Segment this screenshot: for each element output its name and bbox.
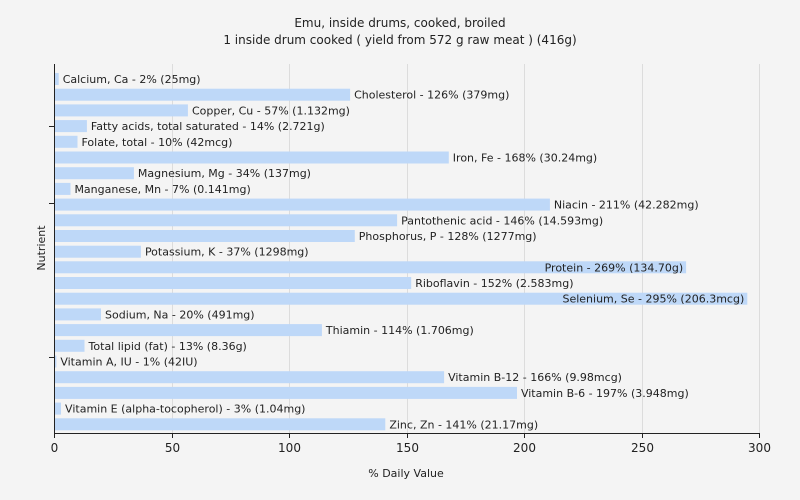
bar-4 bbox=[55, 135, 78, 148]
bar-label-22: Zinc, Zn - 141% (21.17mg) bbox=[389, 418, 538, 431]
bar-label-13: Riboflavin - 152% (2.583mg) bbox=[415, 277, 573, 290]
bar-17 bbox=[55, 339, 85, 352]
bar-19 bbox=[55, 371, 445, 384]
bar-label-4: Folate, total - 10% (42mcg) bbox=[82, 136, 233, 149]
bar-15 bbox=[55, 308, 101, 321]
bar-10 bbox=[55, 230, 355, 242]
bar-5 bbox=[55, 151, 449, 164]
bar-label-8: Niacin - 211% (42.282mg) bbox=[554, 199, 699, 212]
bar-3 bbox=[55, 120, 87, 133]
x-tick-label-1: 50 bbox=[165, 441, 180, 455]
x-tick-label-5: 250 bbox=[631, 441, 654, 455]
bar-label-3: Fatty acids, total saturated - 14% (2.72… bbox=[91, 120, 325, 133]
bar-9 bbox=[55, 214, 398, 227]
bar-20 bbox=[55, 386, 517, 399]
x-tick-label-4: 200 bbox=[513, 441, 536, 455]
bar-label-9: Pantothenic acid - 146% (14.593mg) bbox=[401, 214, 603, 227]
bar-8 bbox=[55, 198, 550, 211]
x-axis-title: % Daily Value bbox=[368, 467, 444, 480]
bar-label-20: Vitamin B-6 - 197% (3.948mg) bbox=[521, 387, 689, 400]
bar-6 bbox=[55, 167, 134, 180]
bar-12 bbox=[55, 261, 687, 274]
bar-label-6: Magnesium, Mg - 34% (137mg) bbox=[138, 167, 311, 180]
bar-14 bbox=[55, 292, 748, 305]
bar-label-2: Copper, Cu - 57% (1.132mg) bbox=[192, 104, 350, 117]
bar-16 bbox=[55, 324, 322, 337]
x-tick-label-2: 100 bbox=[278, 441, 301, 455]
bar-7 bbox=[55, 182, 71, 195]
bar-0 bbox=[55, 73, 59, 85]
bar-label-14: Selenium, Se - 295% (206.3mcg) bbox=[562, 293, 744, 306]
bar-label-21: Vitamin E (alpha-tocopherol) - 3% (1.04m… bbox=[65, 403, 305, 416]
bar-label-11: Potassium, K - 37% (1298mg) bbox=[145, 246, 309, 259]
bar-11 bbox=[55, 245, 141, 258]
bars: Calcium, Ca - 2% (25mg) Cholesterol - 126… bbox=[55, 73, 748, 431]
bar-label-18: Vitamin A, IU - 1% (42IU) bbox=[60, 356, 197, 369]
x-tick-label-3: 150 bbox=[396, 441, 419, 455]
axes: 0 50 100 150 200 250 300 bbox=[49, 64, 771, 455]
bar-label-12: Protein - 269% (134.70g) bbox=[545, 261, 684, 274]
x-tick-label-0: 0 bbox=[51, 441, 59, 455]
y-axis-title: Nutrient bbox=[35, 225, 48, 271]
bar-label-15: Sodium, Na - 20% (491mg) bbox=[105, 308, 255, 321]
bar-label-7: Manganese, Mn - 7% (0.141mg) bbox=[74, 183, 250, 196]
bar-label-10: Phosphorus, P - 128% (1277mg) bbox=[359, 230, 537, 243]
bar-label-1: Cholesterol - 126% (379mg) bbox=[354, 89, 509, 102]
chart-subtitle: 1 inside drum cooked ( yield from 572 g … bbox=[223, 33, 576, 47]
bar-label-5: Iron, Fe - 168% (30.24mg) bbox=[453, 152, 597, 165]
bar-1 bbox=[55, 88, 351, 101]
bar-label-17: Total lipid (fat) - 13% (8.36g) bbox=[88, 340, 247, 353]
bar-18 bbox=[55, 355, 57, 368]
bar-22 bbox=[55, 418, 386, 431]
bar-label-19: Vitamin B-12 - 166% (9.98mcg) bbox=[448, 371, 622, 384]
bar-13 bbox=[55, 277, 412, 289]
bar-2 bbox=[55, 104, 188, 117]
x-tick-label-6: 300 bbox=[748, 441, 771, 455]
bar-label-0: Calcium, Ca - 2% (25mg) bbox=[63, 73, 201, 86]
bar-21 bbox=[55, 402, 61, 415]
bar-label-16: Thiamin - 114% (1.706mg) bbox=[325, 324, 474, 337]
chart-title: Emu, inside drums, cooked, broiled bbox=[294, 16, 505, 30]
